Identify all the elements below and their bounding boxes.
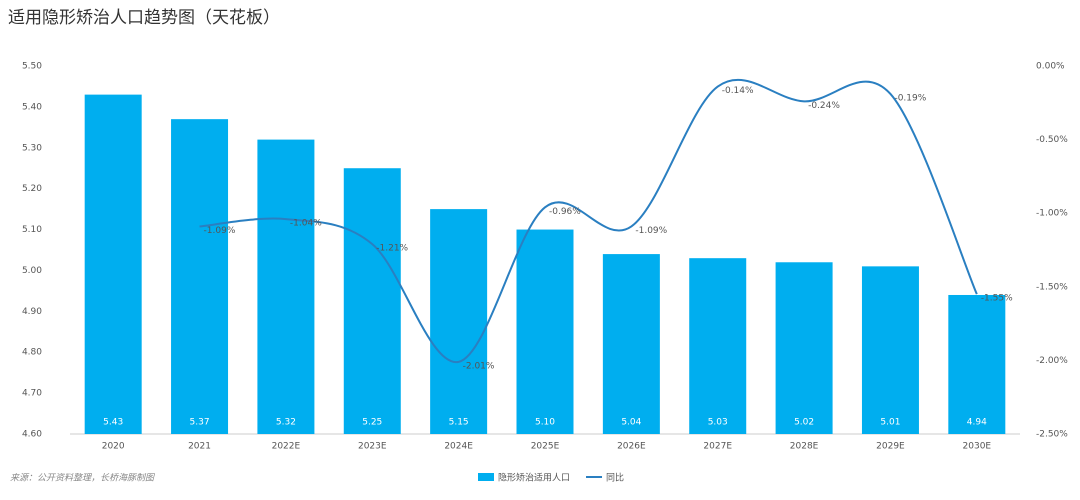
bar	[84, 94, 142, 434]
bar	[430, 209, 488, 434]
bar	[171, 119, 229, 435]
bar-value-label: 5.03	[708, 418, 728, 428]
bar	[948, 294, 1006, 434]
line-value-label: -1.09%	[635, 226, 667, 236]
y2-tick-label: -2.50%	[1036, 430, 1068, 440]
bar	[343, 168, 401, 434]
bar	[775, 262, 833, 434]
bar	[861, 266, 919, 434]
legend-swatch	[478, 473, 494, 481]
line-value-label: -0.19%	[894, 93, 926, 103]
line-value-label: -1.04%	[290, 219, 322, 229]
y2-tick-label: -1.50%	[1036, 282, 1068, 292]
y2-tick-label: 0.00%	[1036, 62, 1065, 72]
y-tick-label: 4.60	[22, 430, 42, 440]
x-tick-label: 2030E	[963, 442, 992, 452]
x-tick-label: 2026E	[617, 442, 646, 452]
y-tick-label: 4.70	[22, 389, 42, 399]
y-tick-label: 5.00	[22, 266, 42, 276]
y-tick-label: 4.80	[22, 348, 42, 358]
x-tick-label: 2029E	[876, 442, 905, 452]
line-value-label: -1.55%	[981, 294, 1013, 304]
bar-value-label: 5.01	[880, 418, 900, 428]
y2-tick-label: -2.00%	[1036, 356, 1068, 366]
y-tick-label: 5.10	[22, 225, 42, 235]
bar-value-label: 5.02	[794, 418, 814, 428]
source-note: 来源：公开资料整理，长桥海豚制图	[10, 473, 156, 484]
y2-tick-label: -0.50%	[1036, 135, 1068, 145]
x-tick-label: 2024E	[444, 442, 473, 452]
line-value-label: -1.21%	[376, 244, 408, 254]
bar-value-label: 5.04	[621, 418, 641, 428]
bar	[516, 229, 574, 434]
line-value-label: -1.09%	[204, 226, 236, 236]
bar-value-label: 5.37	[190, 418, 210, 428]
x-tick-label: 2020	[102, 442, 125, 452]
line-value-label: -0.96%	[549, 207, 581, 217]
line	[199, 79, 978, 363]
line-value-label: -0.24%	[808, 101, 840, 111]
y-tick-label: 5.20	[22, 184, 42, 194]
bar-value-label: 5.32	[276, 418, 296, 428]
bar	[689, 258, 747, 434]
y-tick-label: 5.40	[22, 102, 42, 112]
bar-value-label: 5.43	[103, 418, 123, 428]
bar-value-label: 5.25	[362, 418, 382, 428]
bar-value-label: 5.15	[449, 418, 469, 428]
y2-tick-label: -1.00%	[1036, 209, 1068, 219]
y-tick-label: 4.90	[22, 307, 42, 317]
x-tick-label: 2023E	[358, 442, 387, 452]
x-tick-label: 2027E	[703, 442, 732, 452]
chart-title: 适用隐形矫治人口趋势图（天花板）	[8, 8, 280, 28]
line-value-label: -2.01%	[463, 361, 495, 371]
y-tick-label: 5.30	[22, 143, 42, 153]
x-tick-label: 2025E	[531, 442, 560, 452]
y-tick-label: 5.50	[22, 62, 42, 72]
x-tick-label: 2028E	[790, 442, 819, 452]
bar-value-label: 5.10	[535, 418, 555, 428]
bar	[257, 139, 315, 434]
legend-label: 同比	[606, 472, 624, 484]
bar-value-label: 4.94	[967, 418, 987, 428]
legend-label: 隐形矫治适用人口	[498, 472, 570, 484]
x-tick-label: 2021	[188, 442, 211, 452]
bar	[602, 254, 660, 434]
line-value-label: -0.14%	[722, 86, 754, 96]
x-tick-label: 2022E	[272, 442, 301, 452]
